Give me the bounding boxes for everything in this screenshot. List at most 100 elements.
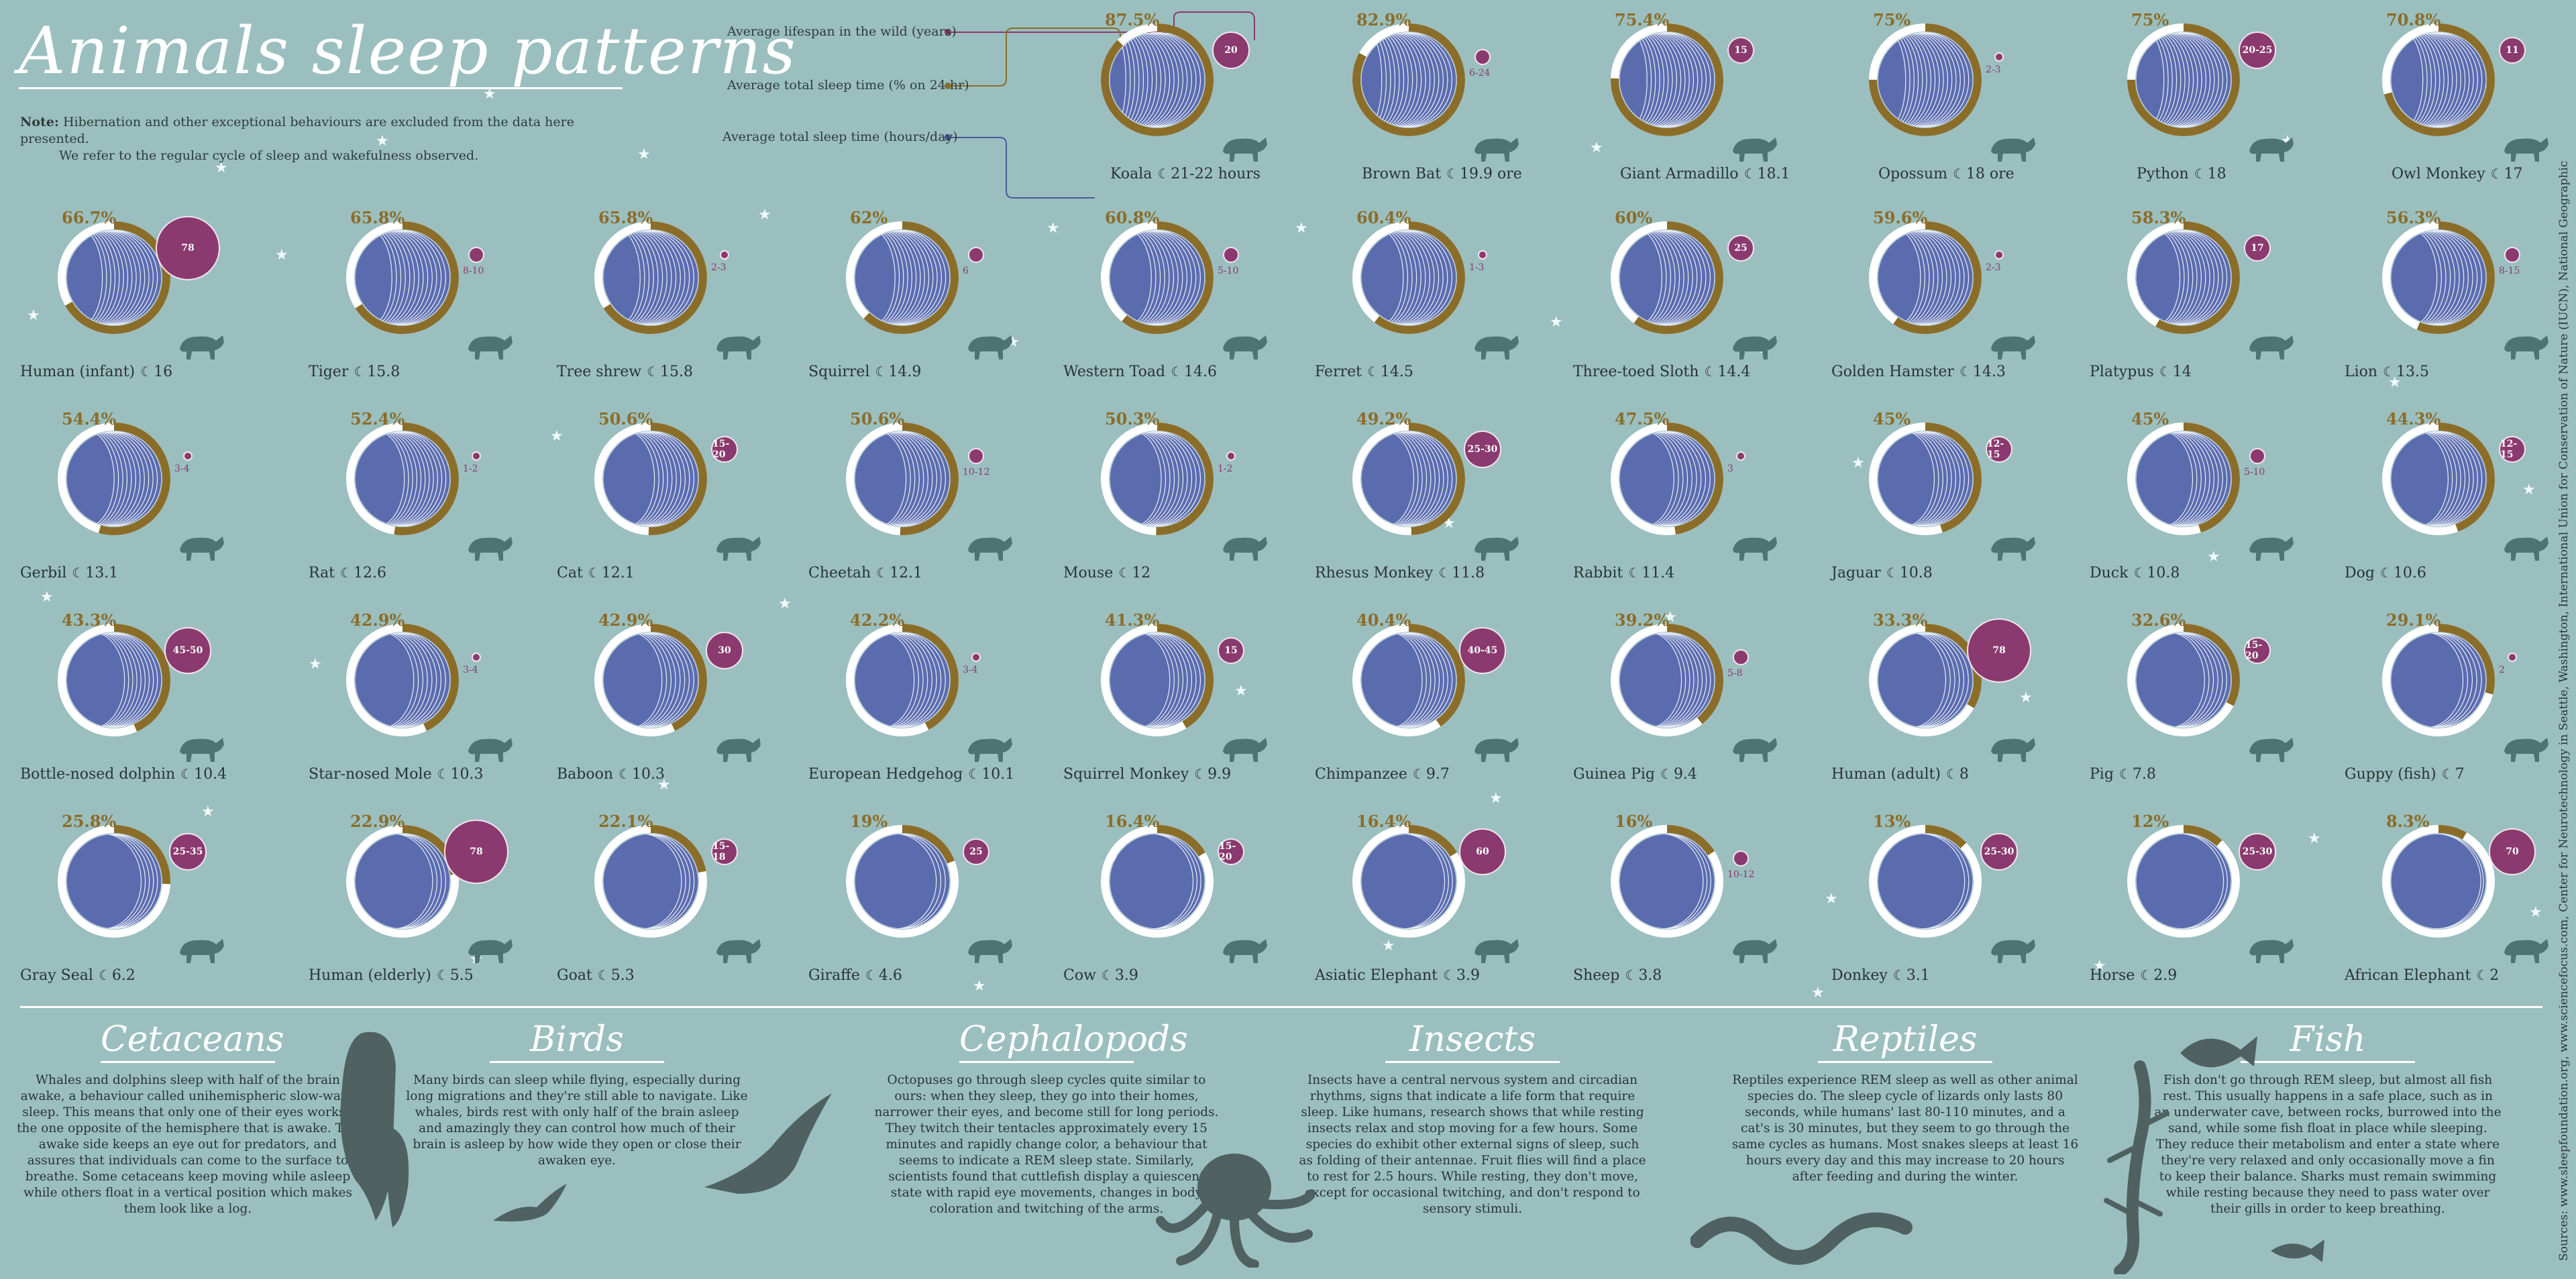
- animal-label: Star-nosed Mole ☾10.3: [309, 766, 523, 783]
- animal-name: Star-nosed Mole: [309, 766, 432, 783]
- moon-icon: ☾: [1446, 166, 1458, 182]
- sleep-percent: 45%: [2131, 409, 2169, 429]
- hamster-silhouette: [1991, 335, 2035, 359]
- sleep-ring-chart: [594, 825, 707, 938]
- animal-name: Brown Bat: [1362, 166, 1442, 182]
- sleep-ring-chart: [2127, 423, 2240, 535]
- animal-card-guppy-fish: 29.1% 2 Guppy (fish) ☾7: [2345, 610, 2548, 798]
- moon-icon: ☾: [1118, 565, 1131, 581]
- animal-name: Giraffe: [808, 967, 860, 984]
- sleep-hours: 18: [2207, 166, 2226, 182]
- animal-label: Asiatic Elephant ☾3.9: [1315, 967, 1529, 984]
- sleep-hours: 7.8: [2132, 766, 2156, 783]
- armadillo-silhouette: [1733, 137, 1777, 162]
- sleep-percent: 50.6%: [850, 409, 905, 429]
- moon-icon: ☾: [1628, 565, 1641, 581]
- lifespan-bubble: 25-30: [1464, 431, 1501, 468]
- sleep-hours: 10.3: [450, 766, 484, 783]
- lifespan-bubble: 12-15: [2499, 436, 2526, 463]
- sleep-hours: 10.3: [631, 766, 665, 783]
- sleep-ring-chart: [58, 825, 170, 938]
- lifespan-bubble: 60: [1459, 828, 1506, 875]
- lifespan-label: 2-3: [711, 262, 727, 273]
- animal-name: Rat: [309, 565, 335, 581]
- sleep-hours: 10.1: [981, 766, 1015, 783]
- lizard-silhouette: [2104, 1060, 2169, 1274]
- star-icon: ★: [275, 247, 288, 264]
- moon-icon: ☾: [1366, 364, 1379, 380]
- sleep-ring-chart: [2127, 221, 2240, 334]
- animal-label: Giraffe ☾4.6: [808, 967, 1023, 984]
- animal-label: Rat ☾12.6: [309, 565, 523, 581]
- moon-icon: ☾: [2194, 166, 2206, 182]
- animal-card-squirrel-monkey: 41.3% 15 Squirrel Monkey ☾9.9: [1063, 610, 1267, 798]
- dolphin-silhouette: [180, 738, 224, 762]
- lifespan-bubble: [2249, 448, 2265, 464]
- animal-name: Golden Hamster: [1831, 364, 1954, 380]
- star-icon: ★: [657, 777, 671, 793]
- animal-label: Jaguar ☾10.8: [1831, 565, 2046, 581]
- animal-card-owl-monkey: 70.8% 11 Owl Monkey ☾17: [2345, 10, 2548, 198]
- tiger-silhouette: [468, 335, 513, 359]
- sleep-ring-chart: [594, 624, 707, 736]
- sleep-hours: 10.8: [1899, 565, 1933, 581]
- sleep-hours: 16: [154, 364, 173, 380]
- animal-card-giant-armadillo: 75.4% 15 Giant Armadillo ☾18.1: [1573, 10, 1790, 198]
- sleep-hours: 11.8: [1452, 565, 1485, 581]
- sleep-hours: 3.9: [1114, 967, 1138, 984]
- sleep-ring-chart: [1352, 221, 1465, 334]
- animal-card-tiger: 65.8% 8-10 Tiger ☾15.8: [309, 208, 513, 396]
- animal-name: Donkey: [1831, 967, 1888, 984]
- animal-card-jaguar: 45% 12-15 Jaguar ☾10.8: [1831, 409, 2035, 597]
- sleep-hours: 12: [1132, 565, 1151, 581]
- animal-card-guinea-pig: 39.2% 5-8 Guinea Pig ☾9.4: [1573, 610, 1777, 798]
- animal-name: Human (infant): [20, 364, 136, 380]
- lifespan-bubble: 78: [444, 820, 508, 884]
- animal-label: Golden Hamster ☾14.3: [1831, 364, 2046, 380]
- animal-label: Donkey ☾3.1: [1831, 967, 2046, 984]
- sleep-hours: 9.7: [1426, 766, 1450, 783]
- animal-label: Sheep ☾3.8: [1573, 967, 1788, 984]
- sleep-hours: 2: [2489, 967, 2500, 984]
- moon-icon: ☾: [72, 565, 85, 581]
- note-line-2: We refer to the regular cycle of sleep a…: [59, 148, 479, 163]
- animal-name: Goat: [557, 967, 592, 984]
- page-title: Animals sleep patterns: [19, 13, 797, 89]
- sleep-ring-chart: [1352, 825, 1465, 938]
- animal-card-european-hedgehog: 42.2% 3-4 European Hedgehog ☾10.1: [808, 610, 1014, 798]
- sleep-hours: 21-22 hours: [1171, 166, 1261, 182]
- section-title: Fish: [2241, 1019, 2415, 1063]
- sleep-ring-chart: [846, 825, 959, 938]
- lifespan-label: 1-3: [1469, 262, 1485, 273]
- sleep-ring-chart: [58, 221, 170, 334]
- animal-name: Jaguar: [1831, 565, 1881, 581]
- animal-label: Owl Monkey ☾17: [2392, 166, 2576, 182]
- animal-name: Horse: [2090, 967, 2135, 984]
- animal-label: Human (infant) ☾16: [20, 364, 235, 380]
- moon-icon: ☾: [2133, 565, 2146, 581]
- animal-label: Brown Bat ☾19.9 ore: [1362, 166, 1576, 182]
- lifespan-bubble: [1478, 250, 1487, 260]
- star-icon: ★: [483, 86, 496, 103]
- snake-silhouette: [2249, 137, 2294, 162]
- animal-label: Horse ☾2.9: [2090, 967, 2304, 984]
- sleep-ring-chart: [846, 423, 959, 535]
- sleep-hours: 5.3: [610, 967, 635, 984]
- mole-silhouette: [468, 738, 513, 762]
- star-icon: ★: [1590, 140, 1603, 156]
- monkey-silhouette: [1223, 738, 1267, 762]
- sleep-percent: 52.4%: [350, 409, 405, 429]
- animal-card-ferret: 60.4% 1-3 Ferret ☾14.5: [1315, 208, 1519, 396]
- animal-card-rhesus-monkey: 49.2% 25-30 Rhesus Monkey ☾11.8: [1315, 409, 1519, 597]
- sleep-ring-chart: [2382, 221, 2495, 334]
- human-silhouette: [1991, 738, 2035, 762]
- sleep-percent: 47.5%: [1615, 409, 1670, 429]
- animal-card-koala: 87.5% 20 Koala ☾21-22 hours: [1063, 10, 1267, 198]
- moon-icon: ☾: [2140, 967, 2153, 983]
- sleep-ring-chart: [2382, 423, 2495, 535]
- lifespan-bubble: [1994, 52, 2004, 62]
- animal-card-rat: 52.4% 1-2 Rat ☾12.6: [309, 409, 513, 597]
- animal-card-bottle-nosed-dolphin: 43.3% 45-50 Bottle-nosed dolphin ☾10.4: [20, 610, 227, 798]
- lifespan-label: 2-3: [1986, 64, 2001, 75]
- animal-name: Giant Armadillo: [1620, 166, 1739, 182]
